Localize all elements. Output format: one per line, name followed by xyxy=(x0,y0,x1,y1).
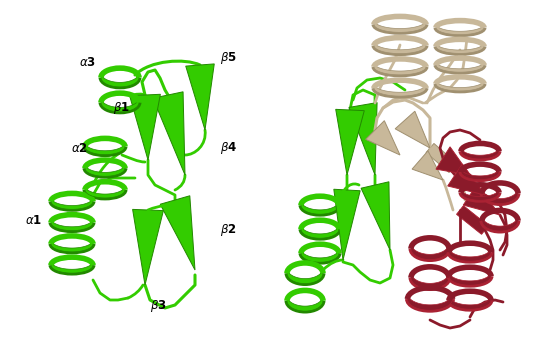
Polygon shape xyxy=(374,42,426,54)
Polygon shape xyxy=(436,81,484,91)
Polygon shape xyxy=(436,43,484,53)
Polygon shape xyxy=(85,164,125,176)
Polygon shape xyxy=(408,294,453,310)
Polygon shape xyxy=(349,103,377,175)
Polygon shape xyxy=(301,249,339,262)
Text: $\alpha$3: $\alpha$3 xyxy=(79,55,96,68)
Text: $\alpha$1: $\alpha$1 xyxy=(25,214,42,226)
Polygon shape xyxy=(51,219,93,231)
Text: $\beta$3: $\beta$3 xyxy=(150,298,167,314)
Polygon shape xyxy=(51,240,93,252)
Polygon shape xyxy=(85,186,125,198)
Text: $\beta$4: $\beta$4 xyxy=(220,140,237,156)
Polygon shape xyxy=(301,201,339,214)
Polygon shape xyxy=(482,188,518,204)
Polygon shape xyxy=(186,64,214,130)
Polygon shape xyxy=(101,73,139,87)
Polygon shape xyxy=(395,111,430,148)
Polygon shape xyxy=(287,268,323,284)
Polygon shape xyxy=(133,209,163,285)
Polygon shape xyxy=(287,296,323,311)
Polygon shape xyxy=(449,248,491,261)
Polygon shape xyxy=(160,196,195,270)
Polygon shape xyxy=(463,185,500,215)
Polygon shape xyxy=(411,272,449,289)
Polygon shape xyxy=(449,296,491,309)
Polygon shape xyxy=(448,164,485,195)
Text: $\beta$1: $\beta$1 xyxy=(113,100,130,116)
Polygon shape xyxy=(301,225,339,238)
Polygon shape xyxy=(361,182,390,250)
Text: $\beta$2: $\beta$2 xyxy=(220,222,236,238)
Polygon shape xyxy=(411,243,449,259)
Polygon shape xyxy=(374,63,426,75)
Polygon shape xyxy=(456,206,488,234)
Polygon shape xyxy=(130,94,161,160)
Polygon shape xyxy=(461,168,499,180)
Text: $\beta$5: $\beta$5 xyxy=(220,50,237,66)
Polygon shape xyxy=(449,272,491,285)
Text: $\alpha$2: $\alpha$2 xyxy=(71,141,88,154)
Polygon shape xyxy=(101,98,139,112)
Polygon shape xyxy=(334,189,360,260)
Polygon shape xyxy=(153,92,185,175)
Polygon shape xyxy=(461,189,499,200)
Polygon shape xyxy=(436,147,470,175)
Polygon shape xyxy=(374,20,426,32)
Polygon shape xyxy=(85,142,125,155)
Polygon shape xyxy=(436,24,484,35)
Polygon shape xyxy=(366,121,400,155)
Polygon shape xyxy=(426,143,457,172)
Polygon shape xyxy=(51,198,93,209)
Polygon shape xyxy=(374,84,426,96)
Polygon shape xyxy=(336,109,364,175)
Polygon shape xyxy=(51,261,93,273)
Polygon shape xyxy=(482,216,518,231)
Polygon shape xyxy=(412,151,443,180)
Polygon shape xyxy=(436,62,484,72)
Polygon shape xyxy=(461,148,499,159)
